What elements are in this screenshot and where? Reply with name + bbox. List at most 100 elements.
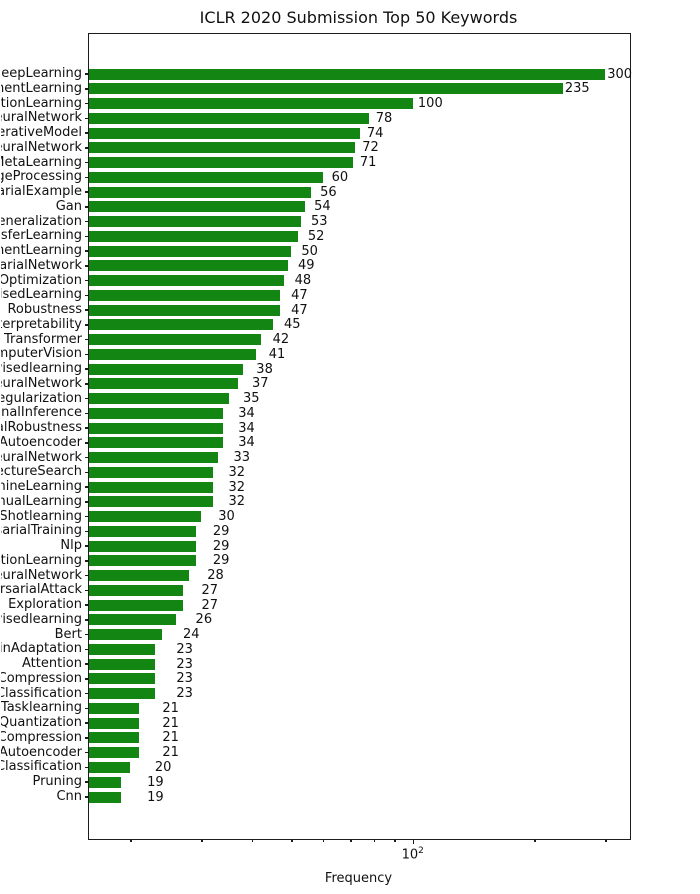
bar-value-label: 50 [301,243,318,259]
y-axis-tick-label: nualLearning [1,494,82,509]
y-axis-tick-label: Autoencoder [1,435,82,450]
bar [89,304,281,316]
y-axis-tick-label: Exploration [8,598,82,613]
y-axis-tick-mark [85,501,89,503]
y-axis-tick-mark [85,338,89,341]
y-axis-tick-mark [85,220,89,223]
bar [89,363,243,375]
y-axis-tick-label: Attention [22,657,82,672]
bar-value-label: 21 [162,745,179,761]
bar [89,112,370,124]
bar [89,540,196,552]
bar [89,555,196,567]
bar [89,83,563,95]
y-axis-tick-mark [85,102,89,105]
bar [89,171,324,183]
y-axis-tick-mark [85,781,89,783]
y-axis-tick-label: sarialTraining [1,524,82,539]
bar-value-label: 37 [251,376,269,392]
bar [89,142,356,154]
bar [89,437,224,449]
y-axis-tick-mark [85,471,89,474]
y-axis-tick-label: terpretability [1,317,82,332]
y-axis-tick-label: Shotlearning [1,509,82,524]
bar-value-label: 56 [320,184,337,200]
bar-value-label: 300 [607,66,633,82]
y-axis-tick-label: Compression [1,671,82,686]
bar [89,629,163,641]
y-axis-tick-mark [85,796,89,798]
y-axis-tick-mark [85,545,89,547]
bar-value-label: 21 [162,715,179,731]
y-axis-tick-mark [85,751,89,754]
bar-value-label: 34 [238,405,255,421]
y-axis-tick-mark [85,235,89,238]
bar-value-label: 235 [564,81,590,97]
bar [89,245,292,257]
bar-value-label: 34 [238,420,255,436]
y-axis-tick-label: arialExample [1,185,82,200]
bar [89,407,224,419]
y-axis-tick-mark [85,589,89,592]
bar [89,275,284,287]
bar [89,584,183,596]
y-axis-tick-mark [85,383,89,385]
y-axis-tick-mark [85,161,89,164]
y-axis-tick-mark [85,117,89,119]
bar-value-label: 74 [366,125,384,141]
bar [89,127,360,139]
bar-value-label: 53 [311,214,328,230]
y-axis-tick-label: sferLearning [1,229,82,244]
y-axis-tick-label: MetaLearning [1,155,82,170]
bar-value-label: 21 [162,730,179,746]
bar-value-label: 32 [228,479,246,495]
y-axis-tick-label: Robustness [7,303,82,318]
bar [89,614,177,626]
bar-value-label: 34 [238,435,255,451]
bar [89,791,122,803]
bar-value-label: 21 [162,700,179,716]
y-axis-tick-mark [85,633,89,636]
y-axis-tick-mark [85,456,89,459]
chart-title: ICLR 2020 Submission Top 50 Keywords [199,8,518,27]
y-axis-tick-label: rsarialAttack [1,583,82,598]
bar [89,334,261,346]
bar [89,688,155,700]
y-axis-tick-mark [85,707,89,710]
bar-value-label: 35 [242,391,260,407]
bar [89,319,273,331]
bar-value-label: 33 [233,450,251,466]
bar [89,702,139,714]
bar [89,481,213,493]
bar-value-label: 29 [212,538,230,554]
y-axis-tick-label: Bert [54,627,82,642]
y-axis-tick-label: ectureSearch [1,465,82,480]
x-axis-minor-tick [373,839,375,842]
y-axis-tick-mark [85,132,89,134]
y-axis-tick-mark [85,737,89,739]
y-axis-tick-mark [85,663,89,665]
y-axis-tick-label: euralNetwork [1,450,82,465]
y-axis-tick-mark [85,604,89,606]
y-axis-tick-label: Classification [1,760,82,775]
y-axis-tick-label: geProcessing [1,170,82,185]
bar-value-label: 60 [331,169,349,185]
y-axis-tick-mark [85,486,89,488]
bar-value-label: 19 [147,774,164,790]
bar [89,717,139,729]
bar-value-label: 47 [291,287,308,303]
bar-value-label: 27 [201,597,219,613]
y-axis-tick-mark [85,692,89,695]
y-axis-tick-mark [85,515,89,518]
y-axis-tick-mark [85,397,89,400]
bar-value-label: 27 [201,582,219,598]
y-axis-tick-label: visedlearning [1,612,82,627]
bar [89,393,229,405]
y-axis-tick-mark [85,176,89,179]
bar-value-label: 49 [297,258,315,274]
bar-value-label: 41 [268,346,286,362]
y-axis-tick-mark [85,442,89,444]
y-axis-tick-label: Cnn [56,790,82,804]
y-axis-tick-label: Optimization [1,273,82,288]
y-axis-tick-label: Autoencoder [1,745,82,760]
